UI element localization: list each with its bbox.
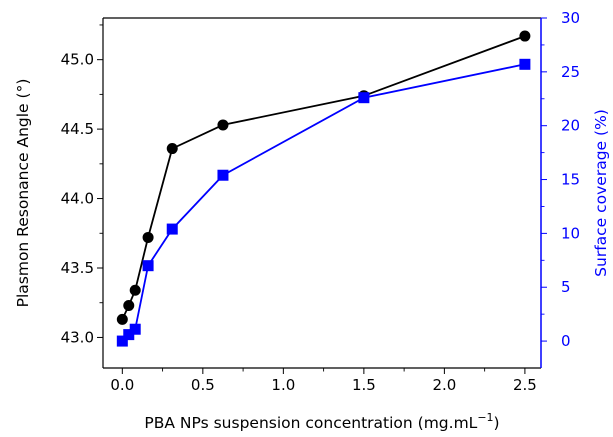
data-point-right <box>129 323 141 335</box>
data-point-right <box>123 329 135 341</box>
y-left-tick-label: 43.0 <box>61 328 94 346</box>
y-left-tick-label: 44.0 <box>61 190 94 208</box>
y-right-tick-label: 30 <box>561 9 580 27</box>
data-point-right <box>142 260 154 272</box>
y-right-tick-label: 20 <box>561 117 580 135</box>
y-right-tick-label: 25 <box>561 63 580 81</box>
axes: 0.0 0.5 1.0 1.5 2.0 2.5 43.0 43.5 44.0 44.5 45.0 0 5… <box>61 9 581 394</box>
data-point-left <box>142 231 154 243</box>
data-point-left <box>116 313 128 325</box>
data-point-left <box>166 143 178 155</box>
y-axis-right-title: Surface coverage (%) <box>592 109 610 277</box>
data-point-right <box>217 169 229 181</box>
data-point-right <box>116 335 128 347</box>
y-right-tick-label: 10 <box>561 224 580 242</box>
y-right-tick-label: 0 <box>561 332 571 350</box>
data-point-left <box>123 300 135 311</box>
y-axis-left-title: Plasmon Resonance Angle (°) <box>14 79 32 308</box>
data-point-right <box>166 223 178 235</box>
y-left-tick-label: 45.0 <box>61 51 94 69</box>
x-tick-label: 0.0 <box>110 376 134 394</box>
y-left-tick-label: 44.5 <box>61 120 94 138</box>
x-tick-label: 2.0 <box>432 376 456 394</box>
x-tick-label: 1.0 <box>271 376 295 394</box>
series-line-left <box>121 35 526 320</box>
data-point-left <box>519 30 531 42</box>
x-axis-title: PBA NPs suspension concentration (mg.mL−… <box>144 411 499 432</box>
series <box>116 30 531 347</box>
data-point-left <box>129 284 141 296</box>
y-right-tick-label: 5 <box>561 278 571 296</box>
data-point-right <box>519 58 531 70</box>
y-left-tick-label: 43.5 <box>61 259 94 277</box>
data-point-right <box>358 92 370 104</box>
data-point-left <box>217 119 229 131</box>
series-line-right <box>121 63 526 342</box>
x-tick-label: 2.5 <box>513 376 537 394</box>
x-tick-label: 1.5 <box>352 376 376 394</box>
x-tick-label: 0.5 <box>191 376 215 394</box>
y-right-tick-label: 15 <box>561 171 580 189</box>
